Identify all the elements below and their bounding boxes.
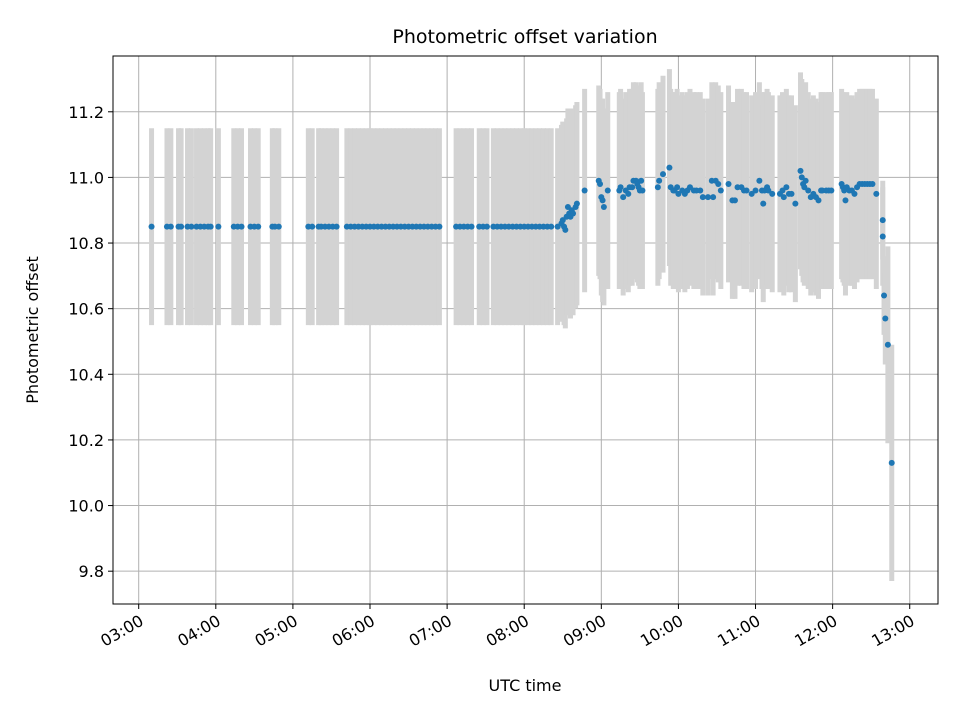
data-point xyxy=(697,187,704,194)
chart-title: Photometric offset variation xyxy=(392,26,657,48)
data-point xyxy=(617,184,624,191)
x-axis-ticks: 03:00 04:00 05:00 06:00 07:00 08:00 09:00 10:00… xyxy=(97,604,918,651)
data-point xyxy=(715,180,722,187)
data-point xyxy=(570,210,577,217)
y-tick-label: 11.0 xyxy=(68,168,104,187)
data-point xyxy=(639,187,646,194)
data-point xyxy=(238,223,245,230)
data-point xyxy=(881,292,888,299)
data-point xyxy=(436,223,443,230)
data-point xyxy=(255,223,262,230)
y-tick-label: 10.2 xyxy=(68,431,104,450)
data-point xyxy=(828,187,835,194)
data-point xyxy=(805,187,812,194)
y-tick-label: 11.2 xyxy=(68,103,104,122)
data-point xyxy=(660,171,666,178)
y-axis-label: Photometric offset xyxy=(23,256,42,404)
data-point xyxy=(275,223,282,230)
y-tick-label: 10.4 xyxy=(68,365,104,384)
data-point xyxy=(562,226,569,233)
data-point xyxy=(215,223,222,230)
data-point xyxy=(654,184,661,191)
data-point xyxy=(207,223,214,230)
data-point xyxy=(674,184,681,191)
data-point xyxy=(483,223,490,230)
y-tick-label: 9.8 xyxy=(79,562,104,581)
data-point xyxy=(869,180,876,187)
data-point xyxy=(752,187,759,194)
data-point xyxy=(783,184,790,191)
data-point xyxy=(666,164,673,171)
data-point xyxy=(717,187,724,194)
data-point xyxy=(780,194,787,201)
data-point xyxy=(573,200,580,207)
data-point xyxy=(879,233,886,240)
data-point xyxy=(879,217,886,224)
data-point xyxy=(731,197,738,204)
data-point xyxy=(599,197,606,204)
data-point xyxy=(792,200,799,207)
plot-frame xyxy=(112,55,939,605)
data-point xyxy=(788,190,795,197)
data-point xyxy=(629,184,636,191)
data-point xyxy=(638,177,645,184)
data-point xyxy=(333,223,340,230)
data-point xyxy=(468,223,475,230)
data-point xyxy=(656,177,663,184)
data-point xyxy=(600,203,607,210)
data-point xyxy=(760,200,767,207)
data-point xyxy=(178,223,185,230)
data-point xyxy=(699,194,706,201)
data-point xyxy=(888,459,895,466)
data-point xyxy=(769,190,776,197)
data-point xyxy=(309,223,316,230)
data-point xyxy=(167,223,174,230)
data-point xyxy=(882,315,889,322)
data-point xyxy=(548,223,555,230)
data-point xyxy=(802,177,809,184)
y-tick-label: 10.6 xyxy=(68,300,104,319)
data-point xyxy=(710,194,717,201)
data-point xyxy=(148,223,155,230)
data-point xyxy=(797,167,804,174)
data-point xyxy=(620,194,627,201)
data-point xyxy=(743,187,750,194)
data-point xyxy=(842,197,849,204)
y-axis-ticks: 9.8 10.0 10.2 10.4 10.6 10.8 11.0 11.2 xyxy=(68,103,113,581)
data-point xyxy=(581,187,588,194)
data-points xyxy=(148,164,895,466)
data-point xyxy=(756,177,763,184)
data-point xyxy=(815,197,822,204)
data-point xyxy=(725,180,732,187)
y-tick-label: 10.8 xyxy=(68,234,104,253)
data-point xyxy=(704,194,711,201)
x-axis-label: UTC time xyxy=(489,676,562,695)
data-point xyxy=(188,223,195,230)
data-point xyxy=(873,190,880,197)
y-tick-label: 10.0 xyxy=(68,497,104,516)
data-point xyxy=(597,180,604,187)
data-point xyxy=(884,341,891,348)
data-point xyxy=(625,190,632,197)
data-point xyxy=(604,187,611,194)
data-point xyxy=(851,190,858,197)
